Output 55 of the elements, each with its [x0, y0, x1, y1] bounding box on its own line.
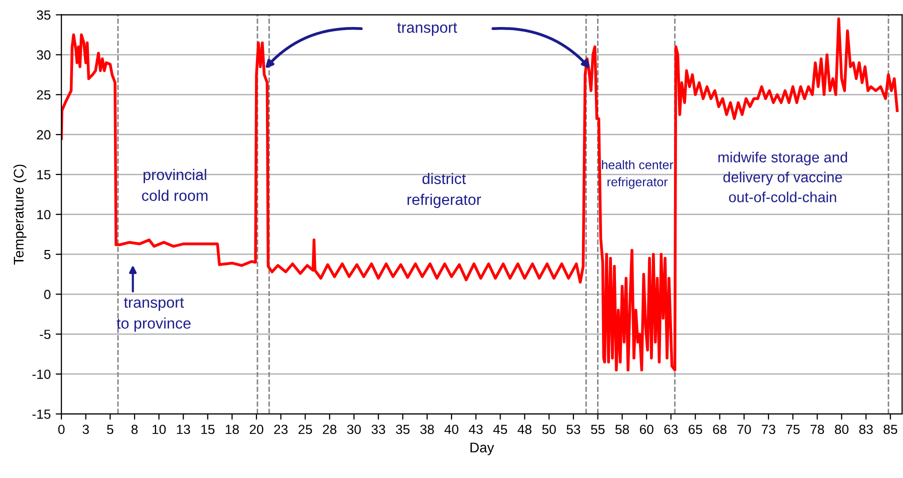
y-tick-label: 35: [36, 10, 50, 20]
x-tick-label: 60: [640, 424, 654, 434]
x-tick-label: 70: [737, 424, 751, 434]
x-tick-label: 85: [884, 424, 898, 434]
x-tick-label: 80: [834, 424, 848, 434]
x-tick-label: 40: [444, 424, 458, 434]
x-tick-label: 38: [420, 424, 434, 434]
y-tick-label: -15: [32, 410, 50, 419]
y-tick-label: -5: [40, 330, 50, 340]
x-tick-label: 25: [298, 424, 312, 434]
x-tick-label: 53: [566, 424, 580, 434]
y-tick-label: -10: [32, 370, 50, 379]
x-tick-label: 5: [107, 424, 114, 434]
x-tick-label: 68: [713, 424, 726, 434]
annotation: provincial cold room: [142, 168, 208, 201]
x-tick-label: 8: [131, 424, 138, 434]
y-tick-label: 25: [36, 90, 50, 100]
x-tick-label: 3: [82, 424, 89, 434]
x-tick-label: 35: [396, 424, 410, 434]
x-tick-label: 78: [810, 424, 824, 434]
x-tick-label: 50: [542, 424, 556, 434]
x-tick-label: 75: [786, 424, 800, 434]
x-tick-label: 63: [664, 424, 678, 434]
x-axis-title: Day: [470, 442, 494, 456]
x-tick-label: 83: [859, 424, 873, 434]
annotation: transport: [397, 22, 458, 36]
y-tick-label: 30: [36, 50, 50, 60]
y-tick-label: 15: [37, 170, 50, 180]
y-tick-label: 5: [44, 250, 50, 260]
x-tick-label: 15: [201, 424, 214, 434]
x-tick-label: 45: [493, 424, 508, 434]
x-tick-label: 58: [615, 424, 629, 434]
annotation: midwife storage and delivery of vaccine out-of-cold-chain: [718, 152, 848, 202]
x-tick-label: 28: [322, 424, 336, 434]
x-tick-label: 18: [226, 424, 239, 434]
line-series: [61, 17, 899, 372]
x-tick-label: 43: [468, 424, 483, 434]
y-axis-title: Temperature (C): [13, 164, 26, 265]
x-tick-label: 73: [762, 424, 776, 434]
x-tick-label: 0: [58, 424, 65, 434]
annotation: health center refrigerator: [602, 160, 674, 189]
x-tick-label: 48: [518, 424, 532, 434]
y-tick-label: 10: [37, 210, 50, 220]
x-tick-label: 55: [591, 424, 605, 434]
y-tick-label: 20: [36, 130, 50, 140]
x-tick-label: 20: [250, 424, 264, 434]
x-tick-label: 30: [347, 424, 361, 434]
x-tick-label: 10: [152, 424, 166, 434]
x-tick-label: 33: [372, 424, 386, 434]
x-tick-label: 13: [176, 424, 190, 434]
x-tick-label: 65: [688, 424, 702, 434]
x-tick-label: 23: [274, 424, 288, 434]
annotation: district refrigerator: [408, 172, 482, 208]
annotation: transport to province: [116, 298, 191, 332]
y-tick-label: 0: [44, 290, 50, 300]
